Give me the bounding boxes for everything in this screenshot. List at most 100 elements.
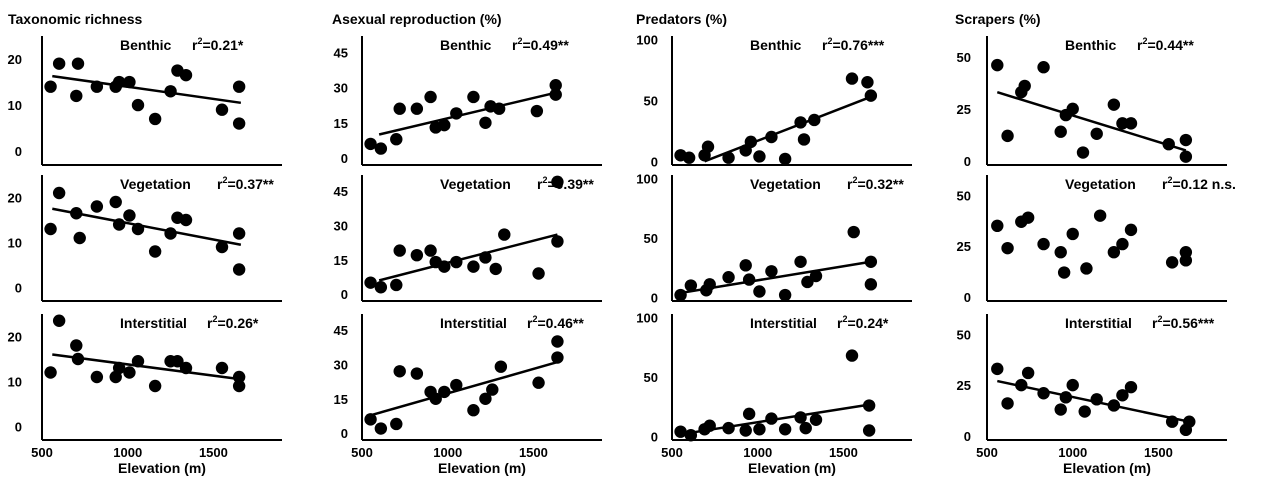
- y-tick-label: 50: [644, 231, 658, 246]
- panel-label: Interstitial: [440, 315, 507, 331]
- data-point: [845, 72, 859, 85]
- data-point: [1116, 237, 1129, 251]
- panel-label: Benthic: [750, 37, 802, 53]
- y-tick-label: 20: [8, 330, 22, 345]
- data-point: [551, 175, 564, 189]
- data-point: [374, 281, 388, 294]
- data-point: [864, 89, 878, 102]
- r-squared-superscript: 2: [1142, 36, 1147, 46]
- data-point: [232, 80, 246, 93]
- data-point: [1057, 266, 1071, 279]
- r-squared-value: =0.46**: [537, 315, 584, 331]
- trend-line: [378, 91, 558, 136]
- data-point: [232, 227, 246, 240]
- data-point: [703, 278, 716, 291]
- data-point: [123, 209, 136, 222]
- y-tick-label: 0: [651, 290, 658, 305]
- data-point: [753, 285, 766, 298]
- data-point: [1107, 399, 1121, 412]
- data-point: [164, 227, 177, 240]
- data-point: [364, 413, 377, 426]
- data-point: [1107, 98, 1121, 111]
- r-squared-superscript: 2: [197, 36, 202, 46]
- data-point: [739, 424, 752, 437]
- r-squared-label: r2=0.76***: [822, 36, 885, 53]
- panel-benthic-3: 0 25 50 Benthic r2=0.44**: [957, 36, 1227, 169]
- y-tick-label: 0: [15, 281, 22, 296]
- x-axis-label: Elevation (m): [748, 460, 836, 476]
- panel-benthic-1: 0 15 30 45 Benthic r2=0.49**: [334, 36, 602, 166]
- y-tick-label: 25: [957, 239, 971, 254]
- y-tick-label: 50: [957, 188, 971, 203]
- data-point: [808, 113, 821, 127]
- data-point: [90, 370, 104, 384]
- data-point: [1090, 393, 1103, 406]
- data-point: [123, 75, 136, 89]
- data-point: [179, 68, 193, 82]
- column-title: Scrapers (%): [955, 11, 1041, 27]
- data-point: [390, 417, 403, 431]
- data-point: [148, 245, 162, 258]
- r-squared-value: =0.21*: [202, 37, 243, 53]
- data-point: [701, 140, 715, 153]
- r-squared-value: =0.37**: [227, 176, 274, 192]
- r-squared-label: r2=0.46**: [527, 314, 584, 331]
- data-point: [1021, 211, 1035, 224]
- panel-label: Vegetation: [440, 176, 511, 192]
- panel-label: Vegetation: [1065, 176, 1136, 192]
- y-tick-label: 0: [15, 420, 22, 435]
- r-squared-superscript: 2: [827, 36, 832, 46]
- r-squared-value: =0.56***: [1162, 315, 1214, 331]
- data-point: [364, 276, 377, 289]
- data-point: [131, 98, 145, 112]
- r-squared-superscript: 2: [222, 175, 227, 185]
- data-point: [148, 379, 162, 393]
- data-point: [1015, 378, 1028, 392]
- y-tick-label: 45: [334, 323, 348, 338]
- data-point: [1165, 256, 1179, 269]
- data-point: [1001, 397, 1014, 410]
- data-point: [532, 267, 545, 280]
- y-tick-label: 30: [334, 357, 348, 372]
- data-point: [861, 76, 874, 89]
- y-tick-label: 25: [957, 378, 971, 393]
- data-point: [1001, 129, 1014, 143]
- trend-line: [52, 74, 242, 105]
- y-tick-label: 0: [341, 426, 348, 441]
- r-squared-superscript: 2: [517, 36, 522, 46]
- data-point: [1116, 117, 1129, 130]
- r-squared-prefix: r: [1162, 176, 1168, 192]
- data-point: [1179, 150, 1193, 163]
- data-point: [467, 260, 480, 273]
- data-point: [112, 75, 126, 89]
- data-point: [438, 118, 451, 132]
- data-point: [215, 361, 229, 375]
- data-point: [1021, 366, 1035, 380]
- data-point: [492, 102, 506, 115]
- data-point: [753, 150, 766, 163]
- y-tick-label: 0: [341, 151, 348, 166]
- r-squared-label: r2=0.21*: [192, 36, 244, 53]
- data-point: [148, 112, 162, 126]
- r-squared-value: =0.32**: [857, 176, 904, 192]
- data-point: [52, 314, 66, 327]
- data-point: [847, 225, 860, 239]
- r-squared-superscript: 2: [1167, 175, 1172, 185]
- y-tick-label: 15: [334, 392, 348, 407]
- x-axis-label: Elevation (m): [118, 460, 206, 476]
- data-point: [70, 339, 83, 352]
- data-point: [438, 385, 451, 399]
- data-point: [1165, 415, 1179, 428]
- x-axis-label: Elevation (m): [438, 460, 526, 476]
- data-point: [494, 360, 508, 373]
- data-point: [410, 248, 424, 262]
- data-point: [1116, 389, 1129, 402]
- data-point: [797, 133, 811, 146]
- y-tick-label: 45: [334, 184, 348, 199]
- r-squared-label: r2=0.12 n.s.: [1162, 175, 1236, 192]
- y-tick-label: 0: [341, 287, 348, 302]
- r-squared-prefix: r: [847, 176, 853, 192]
- data-point: [1054, 125, 1067, 138]
